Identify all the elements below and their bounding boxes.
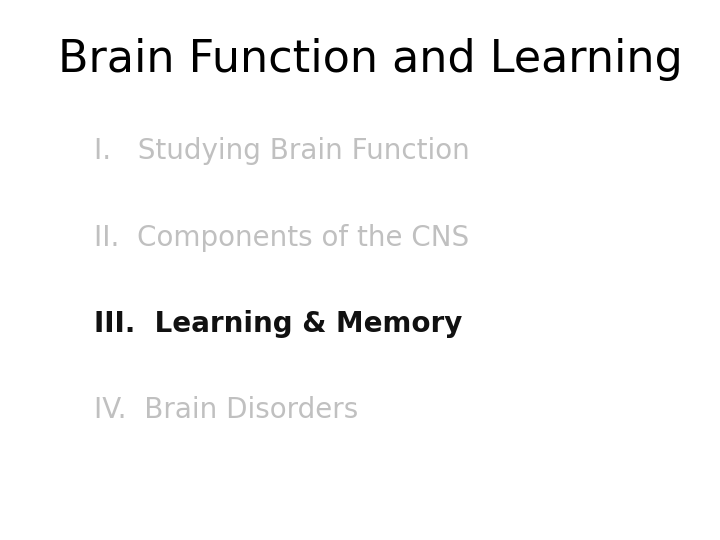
Text: Brain Function and Learning: Brain Function and Learning <box>58 38 683 81</box>
Text: II.  Components of the CNS: II. Components of the CNS <box>94 224 469 252</box>
Text: III.  Learning & Memory: III. Learning & Memory <box>94 310 462 338</box>
Text: IV.  Brain Disorders: IV. Brain Disorders <box>94 396 358 424</box>
Text: I.   Studying Brain Function: I. Studying Brain Function <box>94 137 469 165</box>
